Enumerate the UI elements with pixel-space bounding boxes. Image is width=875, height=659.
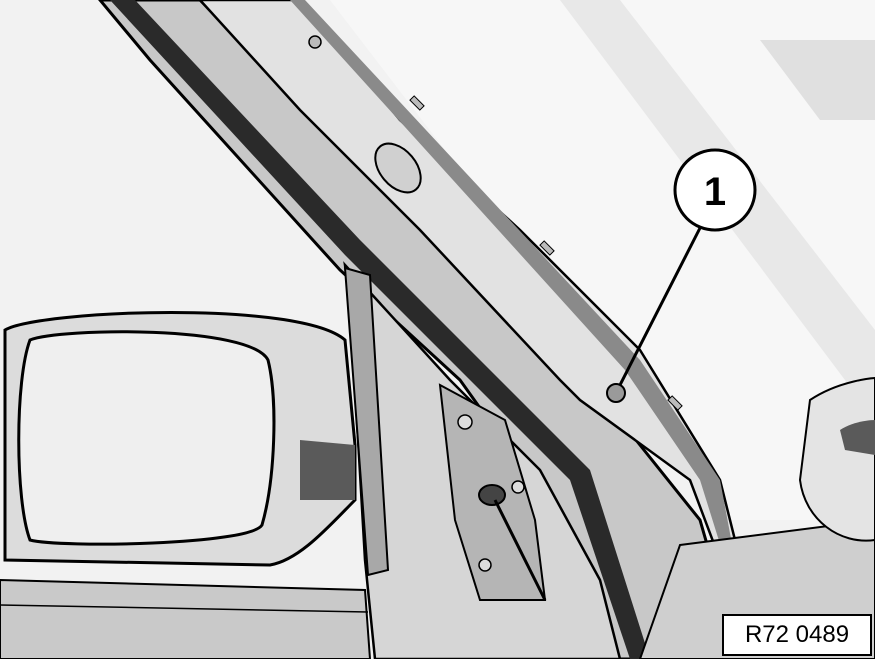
callout-leader-line — [618, 227, 702, 386]
mount-bolt — [511, 480, 525, 494]
mirror-housing-shadow — [300, 440, 355, 500]
trim-boss — [374, 142, 422, 194]
door-frame-strip — [343, 266, 390, 577]
trim-tab — [308, 35, 322, 49]
dashboard-vent-slot — [840, 420, 875, 455]
mount-bolt — [457, 414, 473, 430]
reference-code-label: R72 0489 — [722, 614, 872, 656]
callout-circle — [673, 148, 757, 232]
callout-label: 1 — [704, 170, 726, 214]
a-pillar-trim-clip — [606, 383, 626, 403]
mount-bolt — [478, 558, 492, 572]
lower-body-panel — [0, 578, 372, 659]
trim-tab — [409, 95, 425, 111]
glass-reflection — [760, 40, 875, 120]
exterior-mirror-glass — [17, 330, 276, 546]
trim-tab — [667, 395, 683, 411]
wiring-grommet — [478, 484, 506, 506]
trim-tab — [539, 240, 555, 256]
mirror-wire — [493, 499, 547, 601]
body-crease-line — [0, 604, 369, 613]
